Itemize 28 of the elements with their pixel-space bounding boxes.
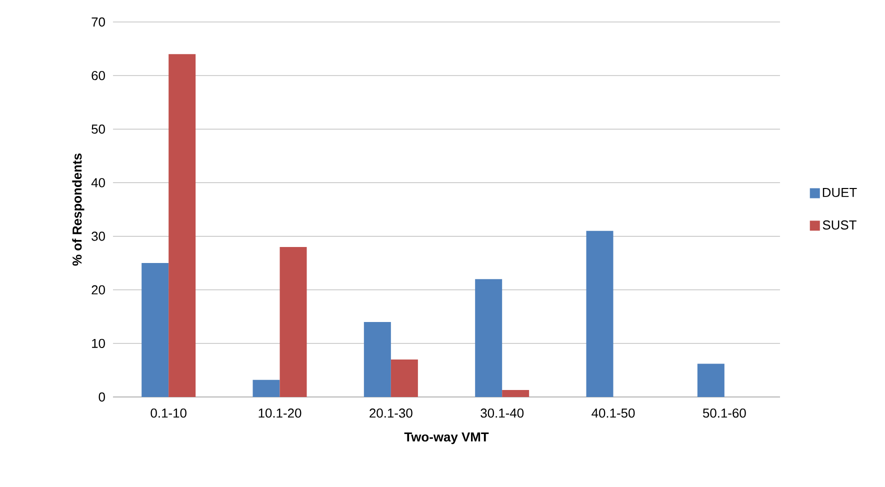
y-tick-label: 40 xyxy=(91,178,105,188)
legend-label: DUET xyxy=(822,188,857,198)
bar xyxy=(697,364,724,397)
y-tick-label: 10 xyxy=(92,338,105,348)
bar xyxy=(168,54,196,397)
x-axis-title: Two-way VMT xyxy=(404,432,489,444)
bar xyxy=(280,246,307,397)
bar xyxy=(142,263,169,397)
y-tick-label: 20 xyxy=(92,285,105,294)
x-tick-label: 20.1-30 xyxy=(370,408,412,418)
bar xyxy=(364,322,391,397)
y-tick-label: 0 xyxy=(98,392,105,402)
x-tick-label: 30.1-40 xyxy=(480,408,524,418)
bar xyxy=(475,279,502,397)
bar xyxy=(502,390,530,397)
x-tick-label: 10.1-20 xyxy=(258,408,302,418)
bar xyxy=(586,230,614,397)
y-tick-label: 30 xyxy=(92,232,105,241)
bar xyxy=(390,359,418,397)
x-tick-label: 50.1-60 xyxy=(702,408,746,418)
x-tick-label: 40.1-50 xyxy=(592,408,635,418)
y-tick-label: 60 xyxy=(92,70,105,80)
legend-label: SUST xyxy=(822,220,856,230)
y-axis-title: % of Respondents xyxy=(72,154,84,266)
x-tick-label: 0.1-10 xyxy=(150,408,186,418)
bar xyxy=(252,380,280,397)
y-tick-label: 50 xyxy=(92,124,105,134)
y-tick-label: 70 xyxy=(92,17,105,27)
